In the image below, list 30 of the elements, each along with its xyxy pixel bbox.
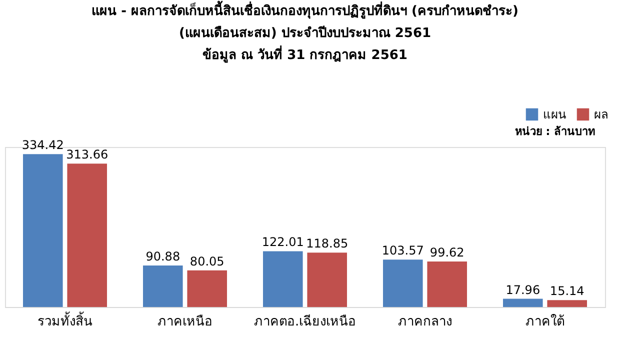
bar xyxy=(263,251,303,307)
bar xyxy=(187,270,227,307)
x-tick-label: ภาคใต้ xyxy=(526,314,564,330)
data-label: 99.62 xyxy=(430,245,464,260)
data-label: 80.05 xyxy=(190,254,224,268)
data-label: 118.85 xyxy=(306,236,348,251)
data-label: 90.88 xyxy=(146,249,180,264)
x-tick-label: รวมทั้งสิ้น xyxy=(38,312,92,330)
legend-label: ผล xyxy=(594,107,608,122)
bar xyxy=(23,154,63,307)
bar xyxy=(503,298,543,307)
data-label: 334.42 xyxy=(22,138,64,152)
text: ข้อมูล ณ วันที่ 31 กรกฎาคม 2561 xyxy=(202,48,408,63)
x-tick-label: ภาคตอ.เฉียงเหนือ xyxy=(254,314,356,330)
data-label: 15.14 xyxy=(550,284,584,298)
text: (แผนเดือนสะสม) ประจำปีงบประมาณ 2561 xyxy=(178,26,432,41)
bar xyxy=(143,265,183,307)
data-label: 313.66 xyxy=(66,148,108,162)
data-label: 103.57 xyxy=(382,244,424,258)
bar xyxy=(547,300,587,307)
x-tick-label: ภาคเหนือ xyxy=(158,314,212,330)
bar xyxy=(67,164,107,307)
bar xyxy=(307,252,347,307)
bar xyxy=(383,260,423,307)
x-tick-label: ภาคกลาง xyxy=(398,314,452,330)
text: หน่วย : ล้านบาท xyxy=(514,125,595,138)
legend-label: แผน xyxy=(543,107,566,122)
bar xyxy=(427,261,467,307)
data-label: 17.96 xyxy=(506,282,540,297)
data-label: 122.01 xyxy=(262,235,304,250)
